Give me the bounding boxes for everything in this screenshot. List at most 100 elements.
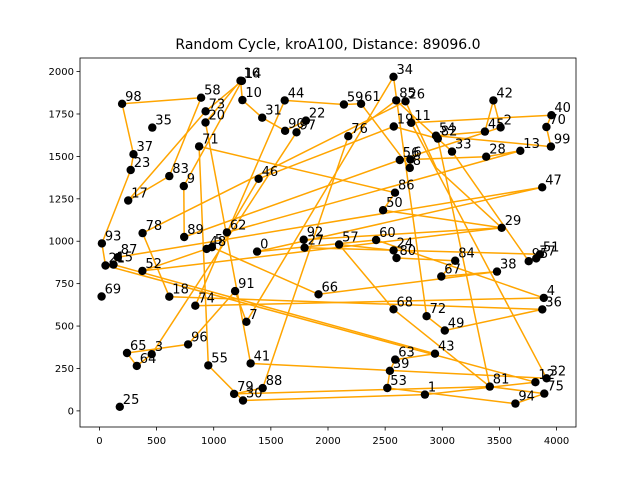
city-label: 60 (379, 226, 396, 241)
city-label: 46 (262, 165, 279, 180)
city-point (385, 366, 395, 375)
path-segment (411, 114, 552, 124)
city-label: 88 (266, 374, 283, 389)
city-point (532, 254, 541, 263)
city-point (101, 261, 110, 270)
path-segment (318, 270, 498, 296)
city-label: 50 (386, 196, 403, 211)
city-label: 69 (105, 283, 122, 298)
y-tick-label: 750 (55, 279, 74, 290)
city-point (300, 243, 309, 252)
city-label: 82 (441, 125, 458, 140)
city-point (201, 107, 210, 116)
path-segment (435, 130, 485, 137)
city-label: 49 (448, 317, 465, 332)
path-segment (195, 297, 544, 307)
city-point (180, 232, 189, 242)
city-point (389, 246, 398, 255)
city-point (230, 286, 240, 296)
city-point (280, 96, 289, 105)
city-label: 57 (342, 231, 359, 246)
city-point (117, 99, 127, 109)
path-segment (410, 155, 487, 161)
path-segment (234, 290, 248, 323)
path-segment (168, 97, 202, 177)
path-segment (338, 244, 395, 310)
city-point (113, 253, 123, 262)
city-point (229, 389, 239, 399)
city-label: 9 (187, 172, 195, 187)
city-point (236, 76, 245, 85)
city-point (238, 396, 248, 405)
path-segment (113, 263, 436, 355)
y-tick-label: 0 (68, 406, 74, 417)
city-label: 23 (134, 156, 151, 171)
city-label: 48 (210, 235, 227, 250)
city-point (258, 383, 267, 393)
city-label: 96 (191, 330, 208, 345)
city-point (406, 155, 415, 164)
city-point (392, 96, 401, 105)
path-segment (234, 385, 490, 395)
path-segment (435, 134, 551, 148)
x-tick-label: 0 (96, 436, 102, 447)
city-point (485, 382, 494, 391)
city-point (538, 305, 547, 314)
city-label: 18 (172, 283, 189, 298)
city-point (383, 383, 392, 393)
x-tick-label: 3500 (487, 436, 512, 447)
city-label: 77 (539, 244, 556, 259)
city-label: 86 (398, 179, 415, 194)
city-label: 78 (146, 219, 163, 234)
city-label: 28 (489, 143, 506, 158)
city-label: 16 (244, 67, 261, 82)
city-point (126, 165, 135, 175)
city-point (147, 350, 156, 359)
city-point (334, 240, 344, 249)
path-segment (303, 227, 502, 241)
path-segment (169, 295, 543, 311)
y-tick-label: 1250 (49, 194, 74, 205)
city-point (389, 305, 398, 314)
city-point (492, 267, 502, 276)
y-tick-label: 1750 (49, 109, 74, 120)
city-labels: 0123456789101112131415161718192021222324… (105, 63, 571, 408)
city-point (542, 374, 551, 383)
city-label: 71 (202, 132, 219, 147)
path-segment (437, 138, 491, 387)
city-label: 54 (439, 122, 456, 137)
city-label: 87 (121, 243, 138, 258)
path-segment (304, 246, 540, 256)
x-tick-label: 1000 (201, 436, 226, 447)
path-segment (424, 381, 536, 396)
path-segment (233, 387, 263, 395)
city-point (132, 361, 141, 371)
path-segment (205, 80, 243, 112)
city-label: 20 (209, 109, 226, 124)
city-point (191, 301, 200, 310)
city-label: 26 (409, 87, 426, 102)
x-tick-label: 4000 (544, 436, 569, 447)
city-point (433, 134, 442, 143)
city-point (391, 355, 400, 364)
city-point (405, 163, 414, 173)
path-segment (141, 232, 170, 297)
path-segment (492, 100, 502, 128)
city-point (124, 196, 133, 205)
city-label: 29 (505, 214, 522, 229)
axes: 0 500 1000 1500 2000 2500 3000 3500 400002505007… (49, 57, 577, 447)
path-segment (284, 99, 344, 106)
path-segment (142, 100, 406, 234)
path-segment (250, 362, 547, 380)
path-segment (392, 76, 428, 317)
city-label: 79 (237, 380, 254, 395)
city-point (511, 399, 520, 408)
path-segment (226, 150, 521, 234)
x-tick-label: 2000 (315, 436, 340, 447)
city-label: 61 (364, 90, 381, 105)
path-segment (242, 393, 425, 402)
path-segment (187, 290, 236, 345)
city-label: 70 (549, 113, 566, 128)
path-segment (410, 122, 548, 379)
city-point (301, 116, 311, 125)
